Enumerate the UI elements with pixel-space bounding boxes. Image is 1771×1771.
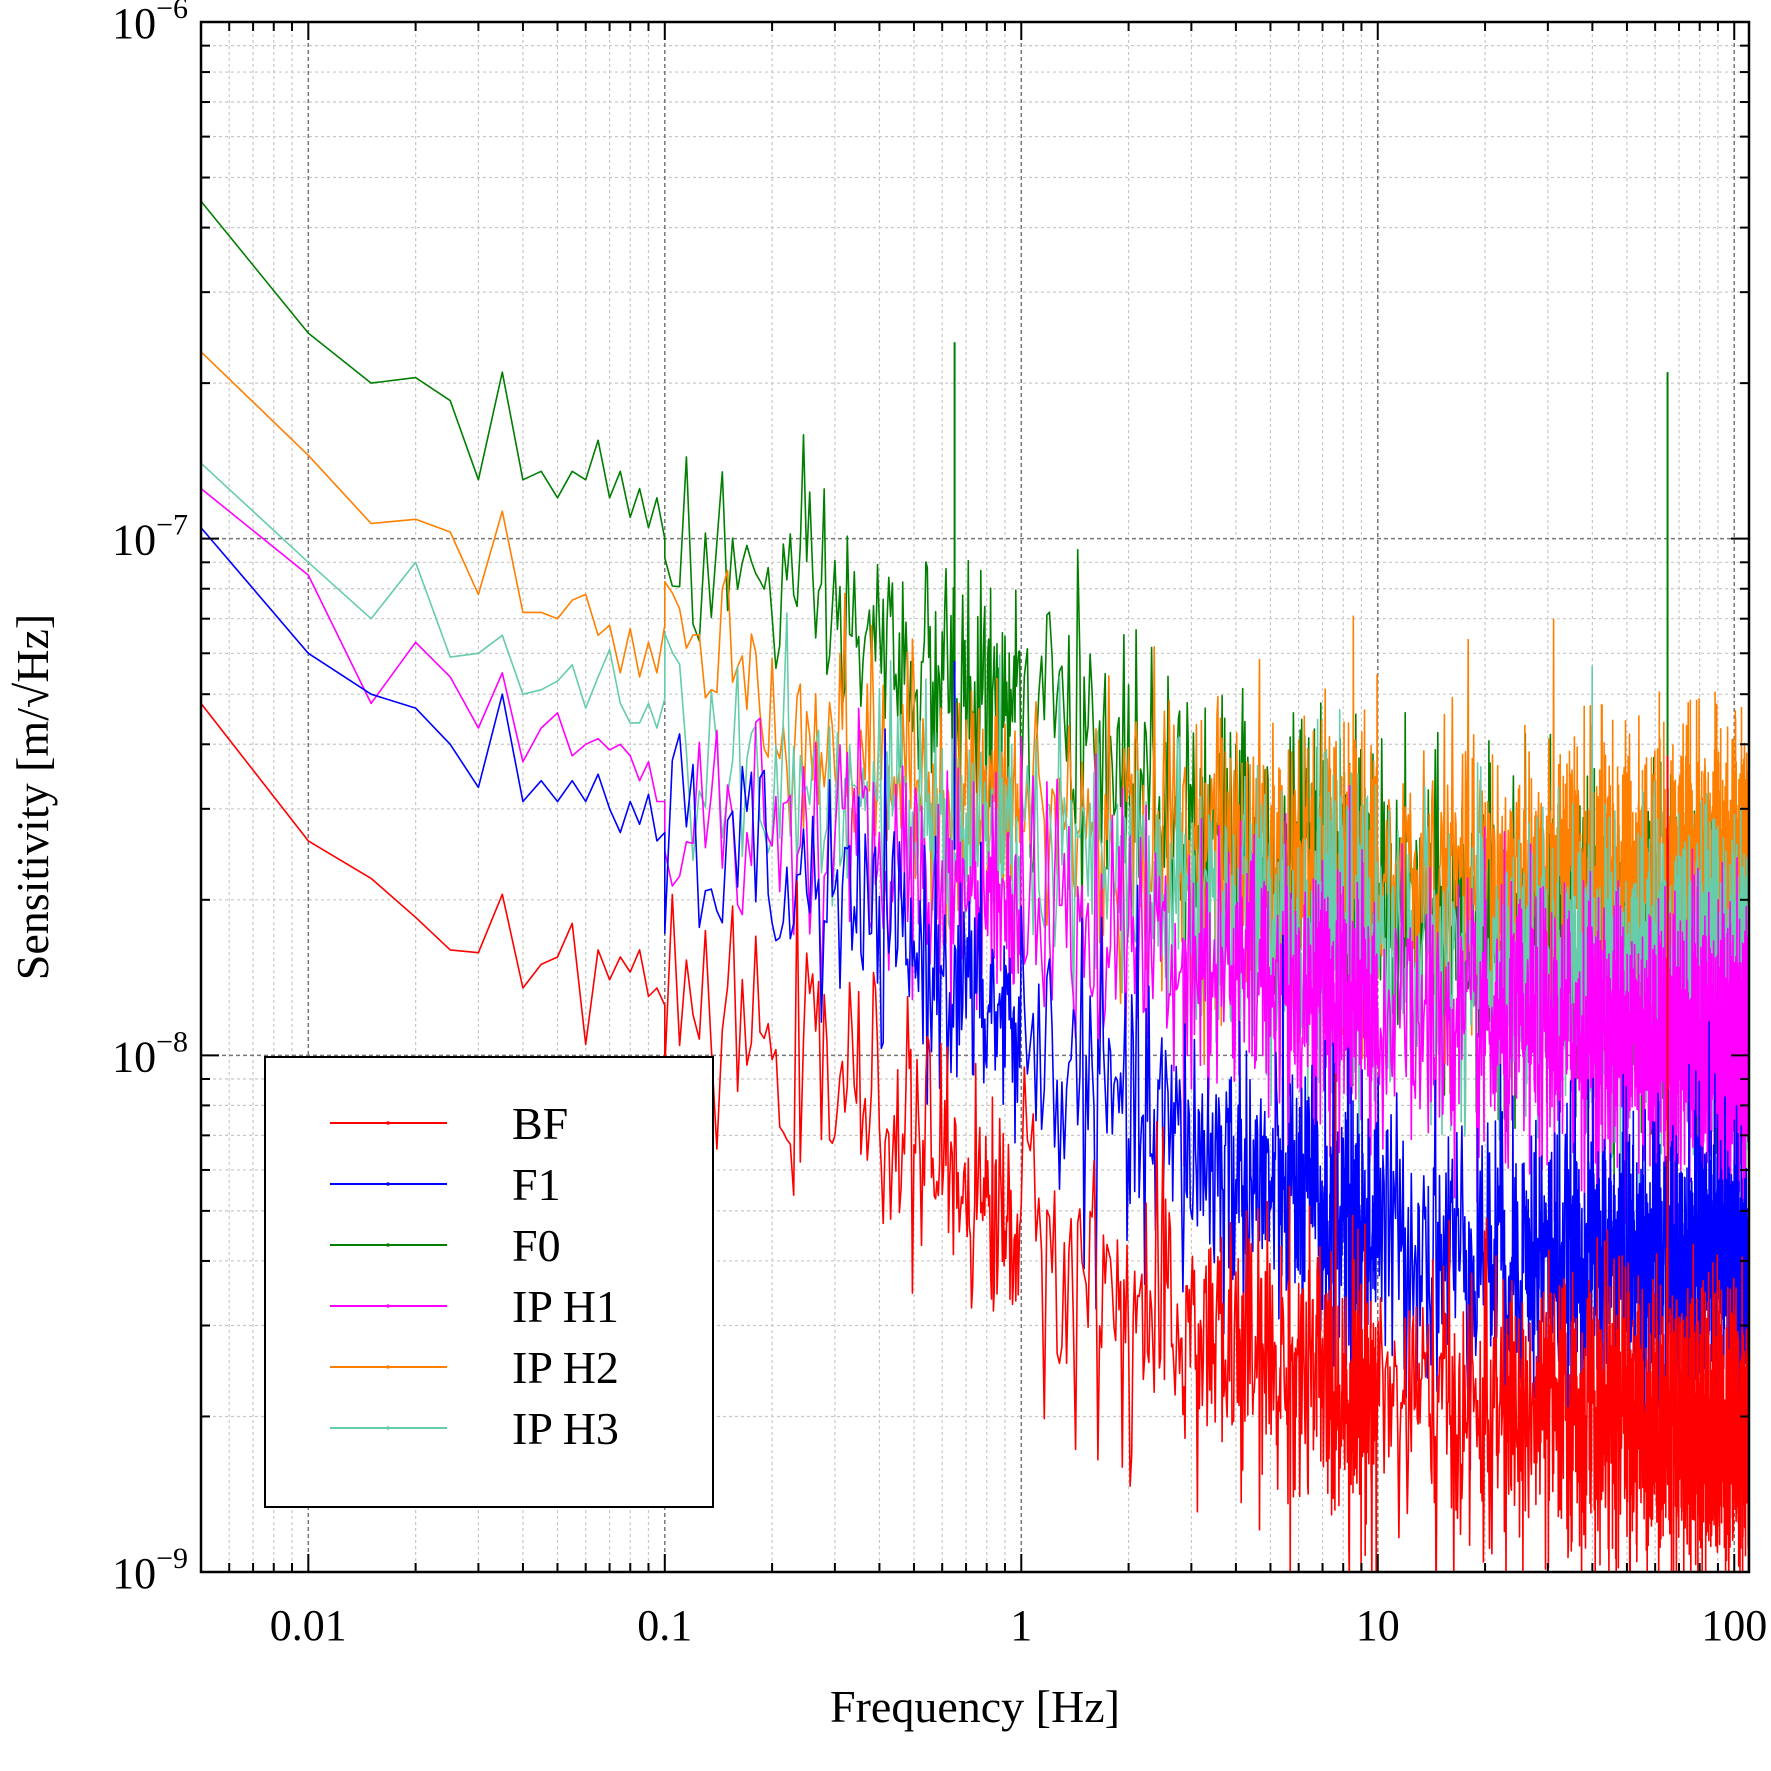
series-line-ip-h1 (201, 487, 1749, 1289)
series-line-f1 (201, 527, 1749, 1488)
legend-marker (386, 1365, 390, 1369)
legend-label: BF (512, 1098, 568, 1149)
plot-frame (199, 20, 1751, 1574)
x-tick-label: 1 (1010, 1601, 1032, 1650)
legend-label: F1 (512, 1159, 561, 1210)
x-tick-labels: 0.01 0.1 1 10 100 (270, 1601, 1767, 1650)
legend-box (264, 1056, 714, 1508)
legend-entries: BF F1 F0 IP H1 IP H2 IP H3 (330, 1098, 619, 1454)
x-tick-label: 10 (1356, 1601, 1400, 1650)
legend-marker (386, 1121, 390, 1125)
series-line-bf (201, 702, 1749, 1572)
legend-label: F0 (512, 1220, 561, 1271)
legend-marker (386, 1426, 390, 1430)
y-tick-label: 10−9 (112, 1542, 188, 1598)
series-line-ip-h2 (201, 351, 1749, 1106)
legend-marker (386, 1243, 390, 1247)
legend-marker (386, 1182, 390, 1186)
axis-ticks (200, 21, 1749, 1573)
legend-marker (386, 1304, 390, 1308)
y-tick-labels: 10−9 10−8 10−7 10−6 (112, 0, 188, 1598)
x-tick-label: 100 (1701, 1601, 1767, 1650)
y-tick-label: 10−7 (112, 509, 188, 565)
y-tick-label: 10−8 (112, 1025, 188, 1081)
legend-label: IP H3 (512, 1403, 619, 1454)
x-tick-label: 0.01 (270, 1601, 347, 1650)
y-axis-title: Sensitivity [m/√Hz] (7, 614, 58, 980)
x-tick-label: 0.1 (637, 1601, 692, 1650)
x-axis-title: Frequency [Hz] (830, 1681, 1120, 1732)
y-tick-label: 10−6 (112, 0, 188, 48)
legend-label: IP H2 (512, 1342, 619, 1393)
legend-label: IP H1 (512, 1281, 619, 1332)
legend: BF F1 F0 IP H1 IP H2 IP H3 (264, 1056, 714, 1508)
series-layer (201, 200, 1749, 1572)
